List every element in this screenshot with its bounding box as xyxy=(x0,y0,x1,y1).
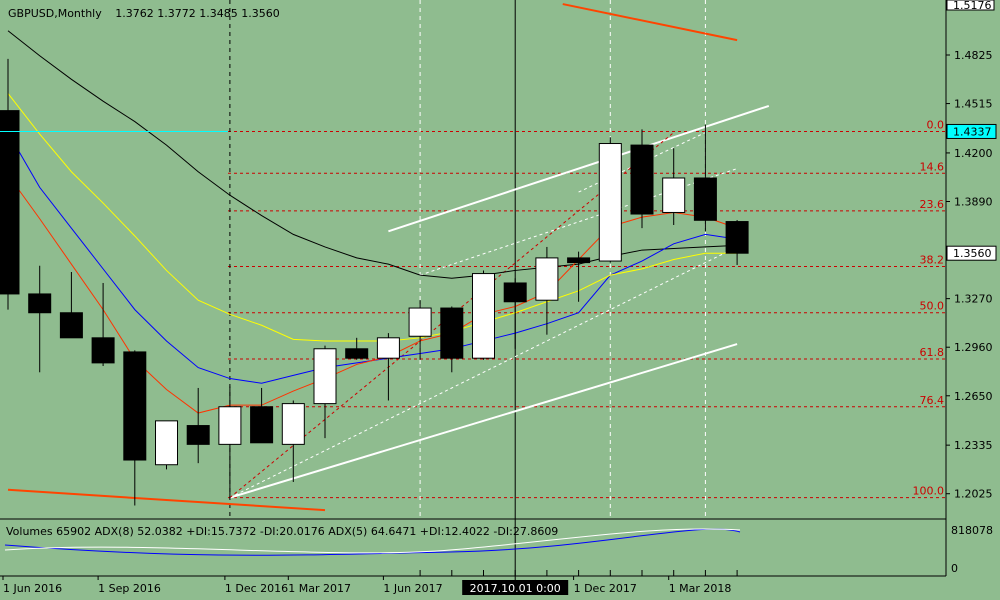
ma-yellow-line xyxy=(7,93,738,342)
candle-body-10 xyxy=(313,348,337,405)
time-tick-label-5: 1 Dec 2017 xyxy=(574,582,637,595)
chart-header: GBPUSD,Monthly 1.3762 1.3772 1.3485 1.35… xyxy=(8,7,280,20)
current-price-box xyxy=(946,245,997,261)
candle-body-4 xyxy=(123,351,147,461)
volume-axis-max: 818078 xyxy=(951,524,993,537)
candle-body-1 xyxy=(28,293,52,314)
price-tick-label-7: 1.2960 xyxy=(954,341,993,354)
price-tick-label-9: 1.2335 xyxy=(954,439,993,452)
candle-body-6 xyxy=(186,425,210,445)
time-tick-label-6: 1 Mar 2018 xyxy=(669,582,732,595)
candle-body-9 xyxy=(281,403,305,445)
channel-mid-line-upper xyxy=(578,132,706,193)
time-tick-label-4: 1 Jun 2017 xyxy=(383,582,442,595)
fibonacci-levels: 0.0 14.6 23.6 38.2 50.0 61.8 76.4 100.0 xyxy=(228,118,946,499)
candle-body-3 xyxy=(91,337,115,364)
candle-body-13 xyxy=(408,307,432,337)
fib-label-5: 61.8 xyxy=(920,346,945,359)
fib-label-1: 14.6 xyxy=(920,160,945,173)
candle-body-14 xyxy=(440,307,464,359)
fib-label-4: 50.0 xyxy=(920,300,945,313)
price-tick-label-8: 1.2650 xyxy=(954,390,993,403)
volume-axis-zero: 0 xyxy=(951,562,958,575)
candle-body-16 xyxy=(503,282,527,303)
fib-label-2: 23.6 xyxy=(920,198,945,211)
candle-body-5 xyxy=(155,420,178,466)
channel-mid-line-lower xyxy=(229,246,738,499)
symbol-label: GBPUSD,Monthly xyxy=(8,7,102,20)
time-tick-label-3: 1 Mar 2017 xyxy=(288,582,351,595)
fib-label-6: 76.4 xyxy=(920,394,945,407)
price-tick-label-1: 1.4825 xyxy=(954,49,993,62)
candle-body-21 xyxy=(662,177,686,213)
candle-body-11 xyxy=(345,348,369,359)
candle-body-23 xyxy=(725,221,749,254)
price-tick-label-2: 1.4515 xyxy=(954,98,993,111)
candle-body-8 xyxy=(250,406,274,444)
price-tick-label-10: 1.2025 xyxy=(954,488,993,501)
candle-body-15 xyxy=(472,273,495,359)
adx-blue-line xyxy=(4,528,741,556)
candlesticks xyxy=(0,58,749,506)
candle-body-19 xyxy=(598,143,622,262)
top-price-box xyxy=(946,0,995,11)
fib-label-3: 38.2 xyxy=(920,254,945,267)
price-tick-label-6: 1.3270 xyxy=(954,293,993,306)
candle-body-7 xyxy=(218,406,242,445)
crosshair-time-box xyxy=(462,580,569,595)
time-axis: 1 Jun 2016 1 Sep 2016 1 Dec 2016 1 Mar 2017… xyxy=(0,575,946,595)
cyan-price-label: 1.4337 xyxy=(953,125,992,138)
cyan-price-box xyxy=(946,123,997,139)
channel-lower-line xyxy=(229,343,738,499)
trend-line-lower xyxy=(7,488,326,512)
candle-body-18 xyxy=(567,257,591,264)
candle-body-20 xyxy=(630,144,654,215)
price-tick-label-3: 1.4200 xyxy=(954,147,993,160)
current-price-label: 1.3560 xyxy=(953,247,992,260)
trend-line-upper xyxy=(562,3,738,42)
time-tick-label-1: 1 Sep 2016 xyxy=(98,582,161,595)
price-tick-label-4: 1.3890 xyxy=(954,195,993,208)
candle-body-22 xyxy=(693,177,717,221)
top-price-label: 1.5176 xyxy=(953,0,992,12)
crosshair-time-label: 2017.10.01 0:00 xyxy=(470,582,561,595)
volume-panel xyxy=(0,518,946,576)
fib-label-0: 0.0 xyxy=(927,118,945,131)
adx-white-line xyxy=(4,528,741,554)
time-tick-label-0: 1 Jun 2016 xyxy=(3,582,62,595)
candle-body-17 xyxy=(535,257,559,301)
candle-body-0 xyxy=(0,110,20,295)
time-tick-label-2: 1 Dec 2016 xyxy=(225,582,288,595)
candle-body-12 xyxy=(376,337,400,359)
price-axis: 1.51351.48251.45151.42001.38901.35801.32… xyxy=(0,0,997,576)
indicator-header: Volumes 65902 ADX(8) 52.0382 +DI:15.7372… xyxy=(6,525,558,538)
fib-label-7: 100.0 xyxy=(913,485,945,498)
ohlc-values: 1.3762 1.3772 1.3485 1.3560 xyxy=(115,7,279,20)
candle-body-2 xyxy=(59,312,83,339)
